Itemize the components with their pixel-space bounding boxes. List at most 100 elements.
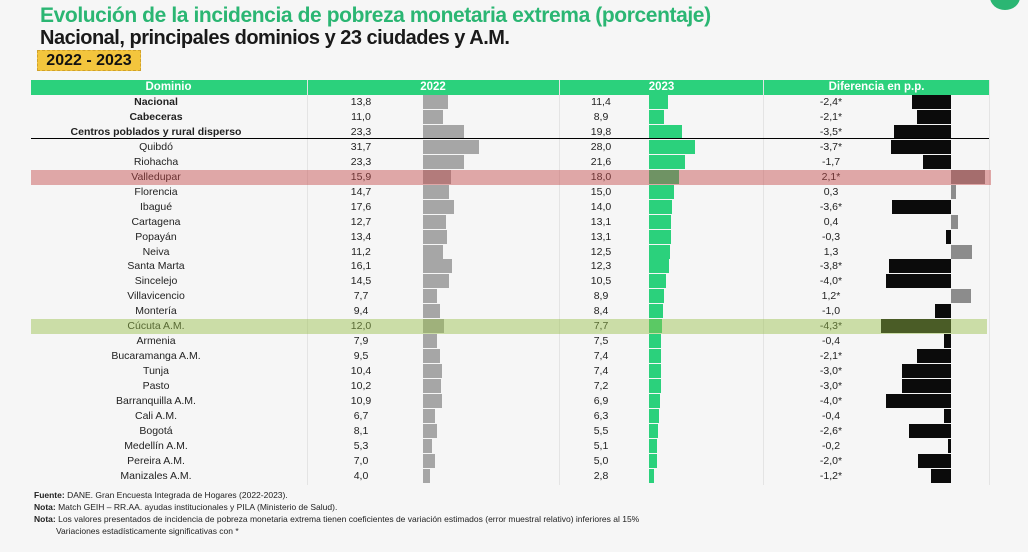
- dominio-label: Manizales A.M.: [120, 469, 192, 482]
- value-diferencia: -2,4*: [819, 96, 843, 108]
- footnote-text: Match GEIH – RR.AA. ayudas institucional…: [55, 502, 338, 512]
- bar-2023: [649, 244, 670, 259]
- bar-diferencia: [951, 169, 986, 184]
- value-2023: 12,3: [590, 260, 612, 273]
- value-2023: 19,8: [590, 125, 612, 138]
- value-2023: 2,8: [593, 469, 609, 482]
- value-diferencia: -1,2*: [819, 469, 843, 482]
- bar-diferencia: [918, 453, 951, 468]
- value-2023: 7,4: [593, 365, 609, 378]
- value-diferencia: -3,8*: [819, 260, 843, 273]
- value-2023: 8,4: [593, 305, 609, 318]
- value-2023: 13,1: [590, 215, 612, 228]
- dominio-label: Florencia: [134, 185, 178, 198]
- footnote-label: Nota:: [34, 502, 56, 512]
- dominio-label: Cali A.M.: [134, 409, 177, 422]
- value-diferencia: 0,3: [823, 185, 839, 198]
- table-row: Cabeceras 11,0 8,9 -2,1*: [31, 109, 989, 125]
- bar-2022: [423, 379, 442, 394]
- bar-diferencia: [902, 364, 951, 379]
- value-diferencia: 0,4: [823, 215, 839, 228]
- table-body: Nacional 13,8 11,4 -2,4* Cabeceras 11,0 8,9 -2,…: [31, 95, 989, 485]
- value-diferencia: -2,0*: [819, 454, 843, 467]
- value-2022: 4,0: [353, 469, 369, 482]
- value-2023: 5,1: [593, 439, 609, 452]
- value-2022: 13,8: [350, 96, 372, 108]
- bar-diferencia: [911, 95, 951, 109]
- table-row: Manizales A.M. 4,0 2,8 -1,2*: [31, 468, 989, 484]
- bar-2022: [423, 408, 435, 423]
- dominio-label: Ibagué: [139, 200, 173, 213]
- section-divider: [31, 138, 989, 139]
- dominio-label: Popayán: [135, 230, 177, 243]
- value-2022: 12,0: [350, 320, 372, 333]
- footnote-line: Nota: Los valores presentados de inciden…: [34, 513, 639, 525]
- bar-2022: [423, 304, 440, 319]
- bar-2023: [649, 408, 660, 423]
- bar-diferencia: [902, 379, 951, 394]
- dominio-label: Pereira A.M.: [127, 454, 185, 467]
- logo-circle: [990, 0, 1020, 10]
- bar-diferencia: [889, 259, 951, 274]
- value-2022: 11,2: [351, 245, 371, 258]
- footnote-text: Los valores presentados de incidencia de…: [55, 514, 640, 524]
- table-row: Sincelejo 14,5 10,5 -4,0*: [31, 274, 989, 289]
- value-2022: 8,1: [353, 424, 369, 437]
- chart-title: Evolución de la incidencia de pobreza mo…: [40, 4, 711, 27]
- bar-2022: [423, 349, 440, 364]
- dominio-label: Cúcuta A.M.: [127, 320, 185, 333]
- value-diferencia: -4,0*: [819, 395, 843, 407]
- bar-diferencia: [893, 124, 951, 139]
- bar-diferencia: [951, 214, 958, 229]
- dominio-label: Quibdó: [139, 140, 173, 153]
- bar-2023: [649, 468, 654, 483]
- bar-2023: [649, 169, 679, 184]
- value-2022: 11,0: [351, 110, 371, 123]
- dominio-label: Montería: [135, 305, 177, 318]
- bar-diferencia: [951, 244, 973, 259]
- value-diferencia: -2,6*: [819, 424, 843, 437]
- value-2023: 5,5: [593, 424, 609, 437]
- bar-diferencia: [951, 289, 971, 304]
- value-2023: 7,4: [593, 350, 609, 363]
- value-diferencia: -2,1*: [819, 350, 843, 363]
- footnote-text: Variaciones estadísticamente significati…: [56, 526, 239, 536]
- value-2022: 7,9: [353, 335, 369, 348]
- bar-2022: [423, 109, 443, 124]
- bar-diferencia: [923, 154, 951, 169]
- bar-2023: [649, 364, 662, 379]
- dominio-label: Santa Marta: [127, 260, 185, 273]
- footnote-label: Nota:: [34, 514, 56, 524]
- bar-2022: [423, 423, 438, 438]
- table-header: Dominio 2022 2023 Diferencia en p.p.: [31, 80, 989, 95]
- value-2022: 7,7: [353, 290, 369, 303]
- value-diferencia: -2,1*: [819, 110, 843, 123]
- table-row: Nacional 13,8 11,4 -2,4*: [31, 95, 989, 110]
- value-2022: 10,9: [350, 395, 372, 407]
- table-row: Cali A.M. 6,7 6,3 -0,4: [31, 408, 989, 424]
- bar-2022: [423, 319, 445, 334]
- bar-2023: [649, 349, 662, 364]
- table-row: Montería 9,4 8,4 -1,0: [31, 304, 989, 319]
- bar-2023: [649, 438, 658, 453]
- bar-2023: [649, 274, 667, 289]
- dominio-label: Cabeceras: [129, 110, 183, 123]
- value-diferencia: -3,5*: [819, 125, 843, 138]
- bar-diferencia: [880, 319, 951, 334]
- value-diferencia: 2,1*: [821, 170, 841, 183]
- bar-2023: [649, 334, 662, 349]
- bar-2023: [649, 259, 670, 274]
- value-diferencia: -4,0*: [819, 275, 843, 288]
- dominio-label: Cartagena: [131, 215, 181, 228]
- table-row: Cúcuta A.M. 12,0 7,7 -4,3*: [31, 319, 989, 334]
- bar-diferencia: [944, 334, 951, 349]
- value-2023: 7,7: [593, 320, 609, 333]
- table-row: Villavicencio 7,7 8,9 1,2*: [31, 289, 989, 304]
- bar-diferencia: [951, 184, 956, 199]
- bar-diferencia: [885, 394, 951, 408]
- bar-diferencia: [892, 199, 951, 214]
- value-2023: 5,0: [593, 454, 609, 467]
- value-2023: 6,3: [593, 409, 609, 422]
- value-diferencia: -1,0: [821, 305, 841, 318]
- bar-diferencia: [916, 109, 951, 124]
